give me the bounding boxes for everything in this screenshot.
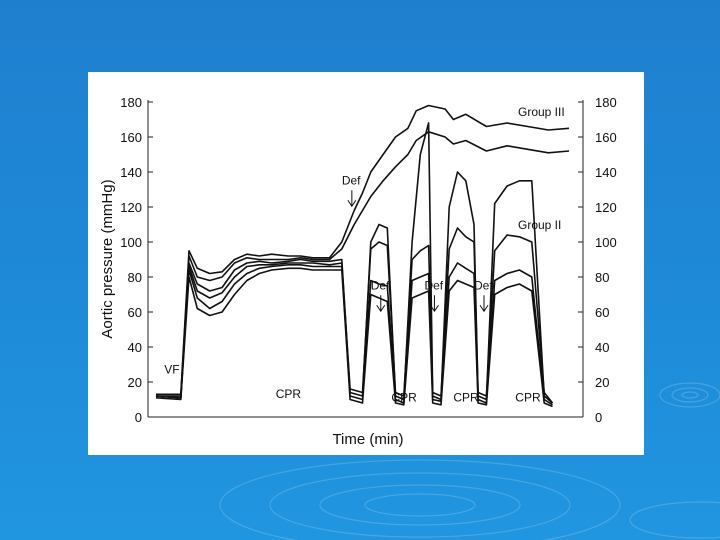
right-tick-label: 140: [595, 165, 617, 180]
left-tick-label: 80: [128, 270, 142, 285]
right-tick-label: 20: [595, 375, 609, 390]
left-tick-label: 140: [120, 165, 142, 180]
annotation-vf: VF: [164, 362, 179, 376]
right-tick-label: 180: [595, 95, 617, 110]
series-line-3: [155, 122, 554, 404]
x-axis-title: Time (min): [332, 431, 403, 448]
chart-figure: 0 20 40 60 80 100 120 140 160 180 0 20 40 60 80 100 120 1…: [88, 72, 644, 455]
annotation-def: Def: [342, 173, 361, 187]
right-tick-label: 160: [595, 130, 617, 145]
right-tick-label: 100: [595, 235, 617, 250]
y-ticks: 0 20 40 60 80 100 120 140 160 180 0 20 40 60 80 100 120 1…: [120, 95, 616, 425]
left-tick-label: 0: [135, 410, 142, 425]
right-tick-label: 80: [595, 270, 609, 285]
annotation-cpr: CPR: [453, 390, 479, 404]
left-tick-label: 100: [120, 235, 142, 250]
series-lines: [155, 104, 570, 408]
down-arrow-icon: [376, 295, 386, 313]
aortic-pressure-chart: 0 20 40 60 80 100 120 140 160 180 0 20 40 60 80 100 120 1…: [99, 95, 617, 448]
down-arrow-icon: [347, 190, 357, 208]
left-tick-label: 60: [128, 305, 142, 320]
annotation-cpr: CPR: [391, 390, 417, 404]
series-line-5: [155, 262, 553, 406]
right-tick-label: 120: [595, 200, 617, 215]
down-arrow-icon: [430, 295, 439, 313]
right-tick-label: 60: [595, 305, 609, 320]
series-line-2: [156, 130, 570, 397]
right-tick-label: 40: [595, 340, 609, 355]
down-arrow-icon: [479, 295, 489, 313]
left-tick-label: 160: [120, 130, 142, 145]
annotations: VF CPR CPR CPR CPR Def Def Def Def: [164, 173, 541, 404]
right-tick-label: 0: [595, 410, 602, 425]
annotation-def: Def: [474, 278, 493, 292]
axes: [147, 100, 584, 418]
group-iii-label: Group III: [518, 105, 565, 119]
annotation-cpr: CPR: [515, 390, 541, 404]
series-line-4: [155, 227, 554, 404]
group-ii-label: Group II: [518, 218, 561, 232]
annotation-cpr: CPR: [276, 387, 302, 401]
annotation-def: Def: [371, 278, 390, 292]
y-axis-title: Aortic pressure (mmHg): [99, 179, 116, 338]
annotation-def: Def: [424, 278, 443, 292]
left-tick-label: 40: [128, 340, 142, 355]
series-line-1: [156, 104, 570, 396]
left-tick-label: 120: [120, 200, 142, 215]
left-tick-label: 180: [120, 95, 142, 110]
left-tick-label: 20: [128, 375, 142, 390]
series-line-6: [155, 267, 553, 408]
